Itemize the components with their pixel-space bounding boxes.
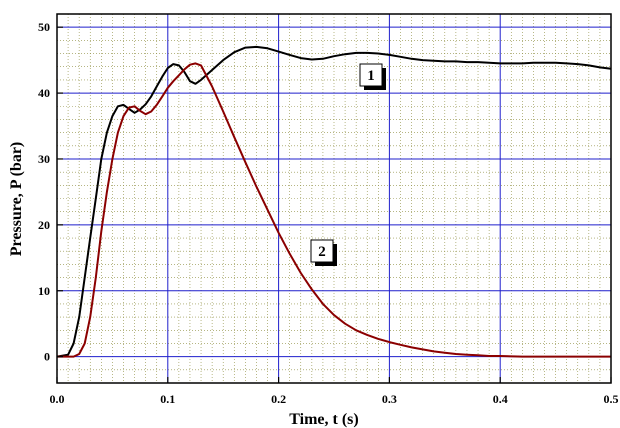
- x-tick-label: 0.2: [271, 392, 286, 406]
- curve-labels: 12: [311, 64, 386, 266]
- curve-label-2: 2: [318, 244, 326, 260]
- y-tick-label: 20: [38, 218, 50, 232]
- minor-grid: [57, 14, 611, 383]
- y-tick-label: 10: [38, 284, 50, 298]
- curve-label-1: 1: [367, 68, 375, 84]
- x-tick-label: 0.5: [604, 392, 619, 406]
- y-tick-label: 40: [38, 86, 50, 100]
- y-tick-label: 50: [38, 20, 50, 34]
- y-tick-labels: 0 10 20 30 40 50: [38, 20, 50, 363]
- x-axis-label: Time, t (s): [289, 411, 358, 428]
- x-tick-labels: 0.0 0.1 0.2 0.3 0.4 0.5: [50, 392, 619, 406]
- y-tick-label: 0: [44, 350, 50, 364]
- x-tick-label: 0.4: [493, 392, 508, 406]
- y-axis-label: Pressure, P (bar): [8, 142, 25, 257]
- x-tick-label: 0.0: [50, 392, 65, 406]
- x-tick-label: 0.3: [382, 392, 397, 406]
- x-tick-label: 0.1: [160, 392, 175, 406]
- y-tick-label: 30: [38, 152, 50, 166]
